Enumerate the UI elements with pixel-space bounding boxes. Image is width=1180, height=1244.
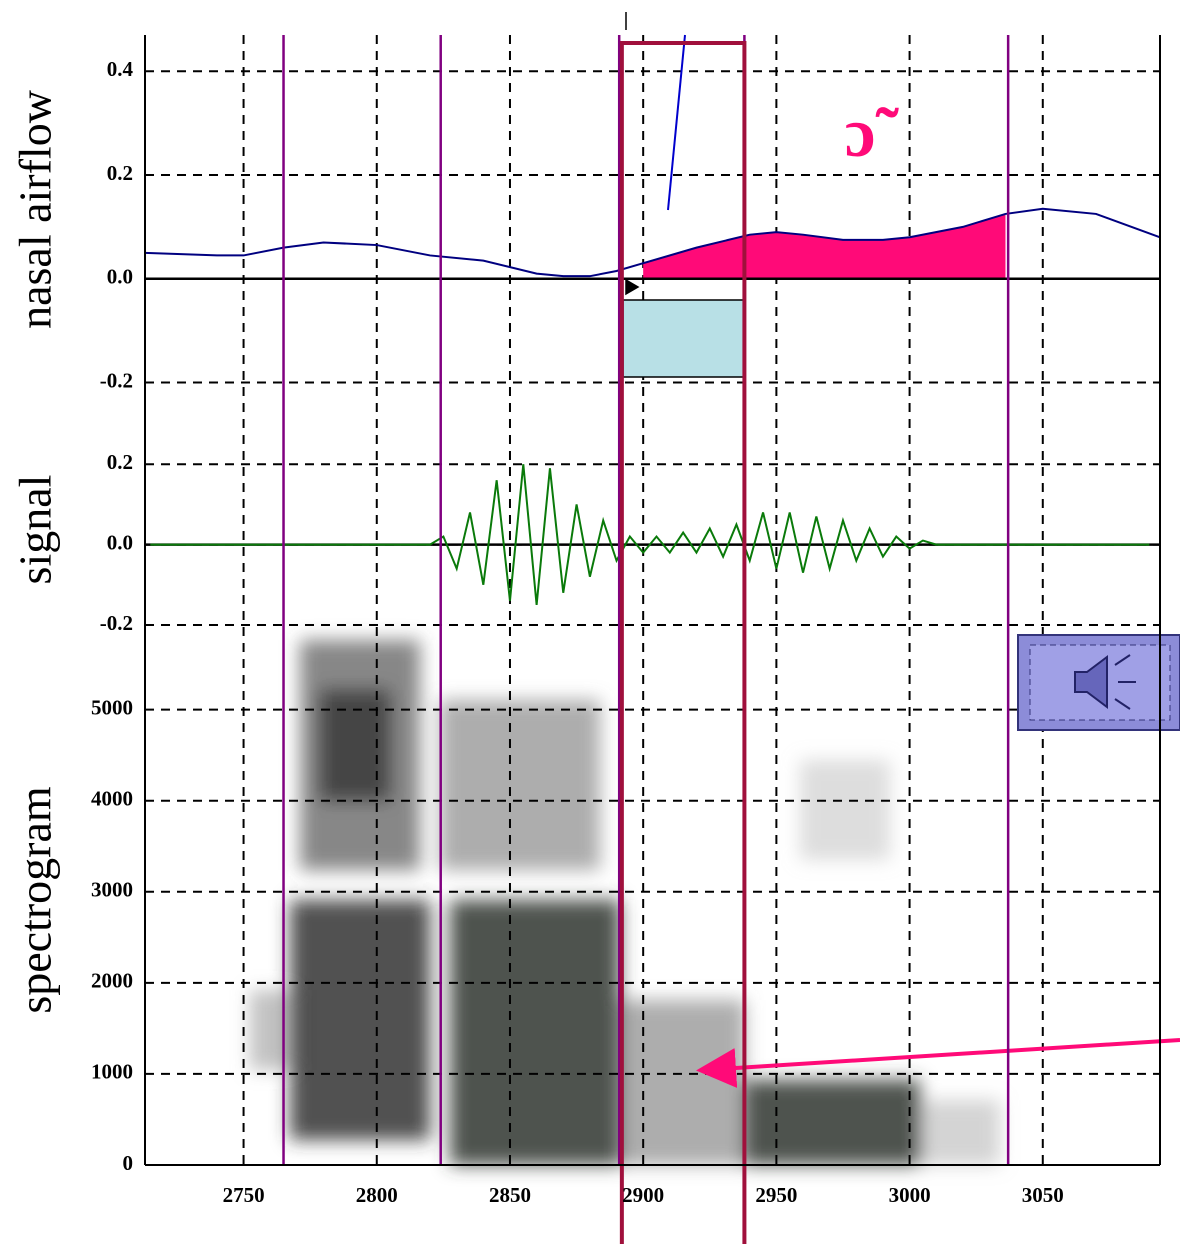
x-tick-label: 3000: [889, 1183, 931, 1207]
nasal-area: [643, 213, 1006, 279]
x-tick-label: 2950: [755, 1183, 797, 1207]
y-axis-title: spectrogram: [10, 786, 61, 1014]
y-tick-label: 0.2: [107, 161, 133, 185]
x-tick-label: 3050: [1022, 1183, 1064, 1207]
arrow: [696, 1038, 1180, 1088]
y-tick-label: 5000: [91, 695, 133, 719]
y-tick-label: 0.4: [107, 57, 134, 81]
y-axis-title: signal: [10, 475, 61, 585]
y-tick-label: 3000: [91, 878, 133, 902]
marks: [144, 207, 1161, 605]
y-tick-label: 0.2: [107, 450, 133, 474]
highlight-box: [622, 299, 746, 378]
y-tick-label: 0: [123, 1151, 134, 1175]
x-tick-label: 2750: [223, 1183, 265, 1207]
y-tick-label: 4000: [91, 787, 133, 811]
cursor: [625, 12, 640, 296]
series-line: [144, 207, 1161, 278]
series-line: [150, 464, 1150, 605]
rising-curve: [667, 34, 686, 211]
y-tick-label: 0.0: [107, 265, 133, 289]
spectrogram-image: [250, 640, 1000, 1165]
speaker-icon: [1017, 634, 1180, 731]
annotation: ɔ̃: [844, 95, 899, 172]
y-tick-label: 2000: [91, 969, 133, 993]
x-tick-label: 2850: [489, 1183, 531, 1207]
y-tick-label: -0.2: [100, 611, 133, 635]
x-tick-label: 2900: [622, 1183, 664, 1207]
highlight-frame: [619, 41, 747, 1244]
y-tick-label: -0.2: [100, 368, 133, 392]
x-tick-label: 2800: [356, 1183, 398, 1207]
y-axis-title: nasal airflow: [10, 89, 61, 329]
y-tick-label: 1000: [91, 1060, 133, 1084]
y-tick-label: 0.0: [107, 530, 133, 554]
